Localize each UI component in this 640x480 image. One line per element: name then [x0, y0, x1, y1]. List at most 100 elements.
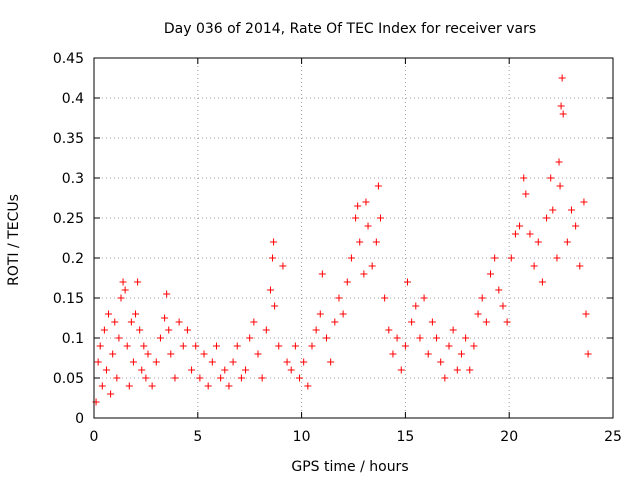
- data-point: [403, 278, 411, 286]
- data-point: [132, 310, 140, 318]
- data-point: [374, 182, 382, 190]
- data-point: [553, 254, 561, 262]
- data-point: [275, 342, 283, 350]
- data-point: [389, 350, 397, 358]
- data-point: [364, 222, 372, 230]
- data-point: [156, 334, 164, 342]
- data-point: [331, 318, 339, 326]
- data-point: [237, 374, 245, 382]
- data-point: [516, 222, 524, 230]
- data-point: [478, 294, 486, 302]
- data-point: [121, 286, 129, 294]
- data-point: [507, 254, 515, 262]
- data-point: [136, 326, 144, 334]
- data-point: [362, 198, 370, 206]
- data-point: [117, 294, 125, 302]
- plot-frame: [93, 57, 614, 419]
- data-point: [208, 358, 216, 366]
- data-point: [318, 270, 326, 278]
- data-point: [352, 214, 360, 222]
- data-point: [94, 358, 102, 366]
- data-point: [287, 366, 295, 374]
- data-point: [381, 294, 389, 302]
- data-point: [175, 318, 183, 326]
- data-point: [279, 262, 287, 270]
- data-point: [534, 238, 542, 246]
- data-point: [397, 366, 405, 374]
- data-point: [125, 382, 133, 390]
- data-point: [556, 182, 564, 190]
- data-point: [183, 326, 191, 334]
- data-point: [171, 374, 179, 382]
- data-point: [123, 342, 131, 350]
- y-tick-label: 0: [75, 411, 84, 427]
- y-tick-label: 0.1: [62, 331, 84, 347]
- data-point: [233, 342, 241, 350]
- data-point: [161, 314, 169, 322]
- data-point: [453, 366, 461, 374]
- data-point: [312, 326, 320, 334]
- data-point: [520, 174, 528, 182]
- data-point: [555, 158, 563, 166]
- data-point: [304, 382, 312, 390]
- data-point: [412, 302, 420, 310]
- data-point: [250, 318, 258, 326]
- data-point: [271, 302, 279, 310]
- data-points: [92, 74, 592, 406]
- data-point: [408, 318, 416, 326]
- data-point: [445, 342, 453, 350]
- data-point: [424, 350, 432, 358]
- data-point: [225, 382, 233, 390]
- data-point: [296, 374, 304, 382]
- data-point: [376, 214, 384, 222]
- data-point: [522, 190, 530, 198]
- data-point: [316, 310, 324, 318]
- data-point: [538, 278, 546, 286]
- data-point: [567, 206, 575, 214]
- data-point: [142, 374, 150, 382]
- chart-title: Day 036 of 2014, Rate Of TEC Index for r…: [164, 21, 536, 37]
- x-tick-label: 5: [193, 429, 202, 445]
- x-tick-label: 20: [500, 429, 518, 445]
- data-point: [584, 350, 592, 358]
- data-point: [495, 286, 503, 294]
- data-point: [107, 390, 115, 398]
- data-point: [221, 366, 229, 374]
- data-point: [433, 334, 441, 342]
- data-point: [441, 374, 449, 382]
- data-point: [119, 278, 127, 286]
- data-point: [547, 174, 555, 182]
- data-point: [138, 366, 146, 374]
- data-point: [572, 222, 580, 230]
- data-point: [134, 278, 142, 286]
- y-tick-label: 0.05: [53, 371, 84, 387]
- data-point: [98, 382, 106, 390]
- data-point: [217, 374, 225, 382]
- data-point: [530, 262, 538, 270]
- grid-lines: [94, 58, 613, 418]
- data-point: [576, 262, 584, 270]
- data-point: [474, 310, 482, 318]
- data-point: [212, 342, 220, 350]
- data-point: [449, 326, 457, 334]
- x-tick-label: 25: [604, 429, 622, 445]
- data-point: [269, 254, 277, 262]
- data-point: [416, 334, 424, 342]
- y-tick-label: 0.3: [62, 171, 84, 187]
- data-point: [462, 334, 470, 342]
- data-point: [204, 382, 212, 390]
- x-tick-label: 0: [90, 429, 99, 445]
- data-point: [152, 358, 160, 366]
- data-point: [457, 350, 465, 358]
- y-axis-label: ROTI / TECUs: [6, 194, 22, 286]
- data-point: [354, 202, 362, 210]
- data-point: [401, 342, 409, 350]
- data-point: [144, 350, 152, 358]
- data-point: [491, 254, 499, 262]
- data-point: [109, 350, 117, 358]
- data-point: [96, 342, 104, 350]
- y-tick-label: 0.2: [62, 251, 84, 267]
- data-point: [300, 358, 308, 366]
- data-point: [582, 310, 590, 318]
